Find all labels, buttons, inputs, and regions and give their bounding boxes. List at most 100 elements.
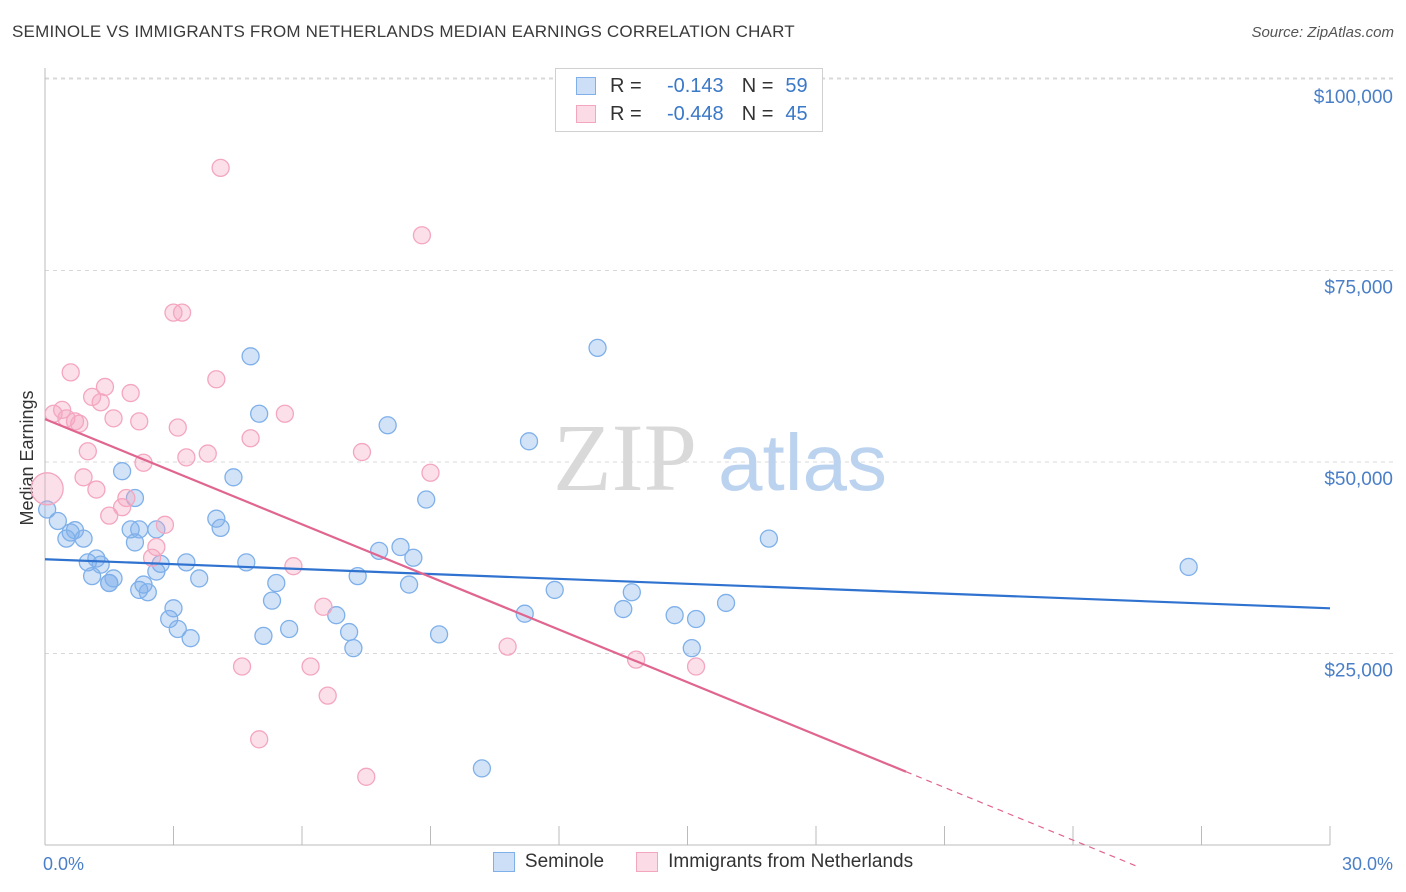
data-point <box>104 569 123 588</box>
data-point <box>168 619 187 639</box>
data-point <box>232 657 252 676</box>
trend-line <box>44 418 907 773</box>
legend-label-seminole: Seminole <box>524 851 605 872</box>
y-tick-label: $75,000 <box>1324 278 1393 299</box>
data-point <box>339 622 359 642</box>
series-legend: Seminole Immigrants from Netherlands <box>0 851 1406 873</box>
data-point <box>498 637 517 656</box>
data-point <box>224 468 243 487</box>
data-point <box>172 303 192 322</box>
data-point <box>207 509 226 528</box>
data-point <box>138 583 157 602</box>
legend-item-seminole[interactable]: Seminole <box>492 851 605 873</box>
data-point <box>91 555 110 574</box>
axes <box>44 68 1331 846</box>
data-point <box>164 599 183 618</box>
data-point <box>301 657 320 676</box>
data-point <box>588 338 607 358</box>
data-point <box>207 370 226 389</box>
netherlands-swatch <box>636 852 659 872</box>
data-point <box>314 597 333 616</box>
data-point <box>759 529 779 548</box>
data-point <box>417 490 436 509</box>
data-point <box>48 511 67 531</box>
data-point <box>622 583 641 602</box>
data-point <box>378 416 397 435</box>
data-point <box>421 463 440 482</box>
legend-n-label: N = <box>741 102 774 125</box>
data-point <box>78 442 97 461</box>
data-point <box>1179 557 1198 577</box>
y-tick-label: $25,000 <box>1324 661 1393 682</box>
data-point <box>250 730 269 749</box>
data-point <box>74 468 93 487</box>
data-point <box>155 515 175 534</box>
seminole-points <box>37 338 1198 778</box>
correlation-legend: R = -0.143 N = 59 R = -0.448 N = 45 <box>555 68 823 132</box>
data-point <box>686 609 706 629</box>
y-tick-label: $50,000 <box>1324 469 1393 490</box>
legend-r-label: R = <box>610 74 642 97</box>
data-point <box>168 418 187 437</box>
source-label: Source: ZipAtlas.com <box>1251 24 1394 41</box>
data-point <box>279 619 299 639</box>
x-min-label: 0.0% <box>43 854 84 874</box>
data-point <box>181 629 200 648</box>
data-point <box>682 638 701 658</box>
y-tick-label: $100,000 <box>1314 87 1393 108</box>
data-point <box>112 462 132 481</box>
data-point <box>190 569 209 588</box>
data-point <box>52 400 72 420</box>
data-point <box>241 347 260 366</box>
data-point <box>112 498 132 517</box>
data-point <box>91 393 110 412</box>
watermark: ZIP atlas <box>553 404 887 511</box>
data-point <box>198 444 217 463</box>
data-point <box>284 557 303 576</box>
legend-row-netherlands: R = -0.448 N = 45 <box>576 101 808 127</box>
data-point <box>429 625 449 644</box>
data-point <box>519 432 539 451</box>
data-point <box>399 575 419 594</box>
data-point <box>177 448 196 467</box>
legend-n-label: N = <box>741 74 774 97</box>
trend-lines <box>44 418 1331 867</box>
data-point <box>130 412 149 431</box>
legend-n-value: 45 <box>785 102 808 125</box>
data-point <box>404 548 423 567</box>
data-point <box>327 606 346 625</box>
legend-item-netherlands[interactable]: Immigrants from Netherlands <box>636 851 913 873</box>
data-point <box>472 759 492 778</box>
data-point <box>177 553 196 572</box>
legend-r-label: R = <box>610 102 642 125</box>
watermark-zip: ZIP <box>553 404 697 511</box>
netherlands-swatch <box>576 105 596 123</box>
data-point <box>147 537 166 557</box>
data-point <box>74 529 93 548</box>
data-point <box>344 638 363 658</box>
legend-row-seminole: R = -0.143 N = 59 <box>576 73 808 99</box>
data-point <box>211 158 230 178</box>
legend-r-value: -0.448 <box>666 102 724 125</box>
data-point <box>104 409 123 428</box>
data-point <box>275 404 295 423</box>
chart-title: SEMINOLE VS IMMIGRANTS FROM NETHERLANDS … <box>12 22 795 41</box>
trend-line <box>44 558 1331 610</box>
y-tick-labels: $25,000 $50,000 $75,000 $100,000 <box>1314 87 1393 682</box>
data-point <box>241 429 260 448</box>
data-point <box>614 599 633 619</box>
data-point <box>545 580 564 600</box>
y-axis-label: Median Earnings <box>17 390 37 525</box>
data-point <box>142 548 162 567</box>
data-point <box>686 657 706 676</box>
legend-n-value: 59 <box>785 74 808 97</box>
data-point <box>357 767 376 786</box>
data-point <box>37 500 57 519</box>
data-point <box>250 404 269 423</box>
data-point <box>61 363 80 382</box>
trend-line-extension <box>905 771 1138 867</box>
data-point <box>130 520 149 539</box>
data-point <box>237 553 256 572</box>
data-point <box>211 518 230 538</box>
